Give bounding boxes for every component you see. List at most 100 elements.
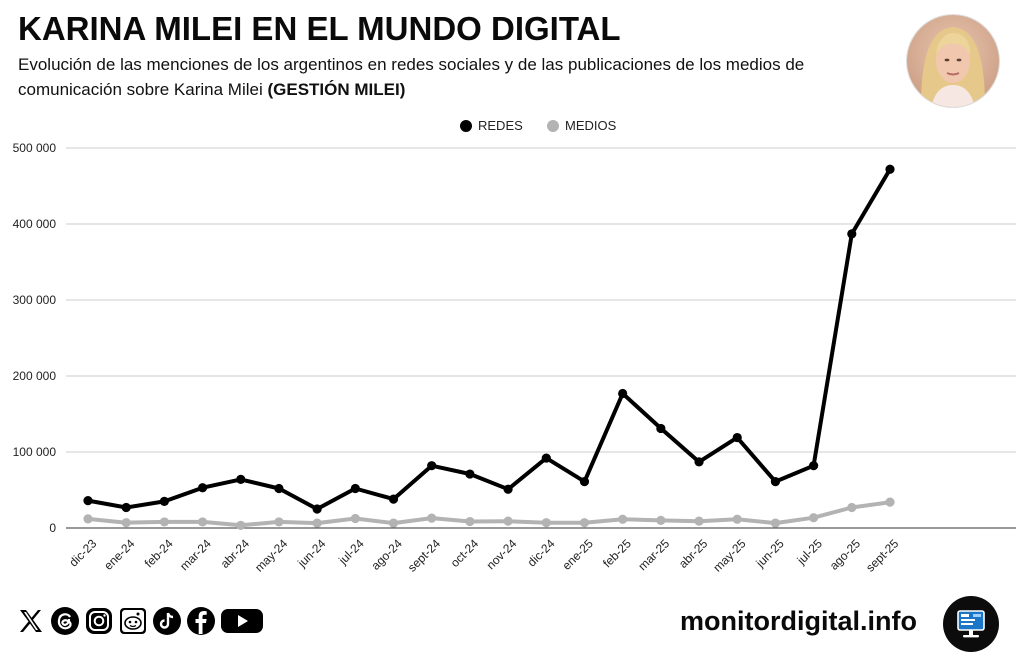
x-tick-label: ene-25: [559, 536, 596, 573]
chart-legend: REDES MEDIOS: [460, 118, 617, 133]
series-medios-point: [503, 516, 513, 526]
portrait-illustration: [907, 15, 999, 107]
series-redes-point: [159, 496, 169, 506]
series-medios-point: [83, 514, 93, 524]
series-medios-point: [427, 513, 437, 523]
subtitle-text: Evolución de las menciones de los argent…: [18, 55, 805, 99]
y-tick-label: 400 000: [13, 217, 57, 231]
legend-redes-marker: [460, 120, 472, 132]
x-tick-label: nov-24: [484, 536, 520, 572]
x-tick-label: abr-24: [218, 536, 253, 571]
facebook-icon[interactable]: [186, 606, 216, 636]
series-medios-line: [86, 500, 892, 528]
series-redes-point: [236, 474, 246, 484]
series-medios-point: [809, 513, 819, 523]
chart-subtitle: Evolución de las menciones de los argent…: [18, 52, 878, 102]
x-tick-label: ene-24: [101, 536, 138, 573]
brand-name[interactable]: monitordigital.info: [680, 606, 917, 636]
series-redes-point: [618, 388, 628, 399]
series-redes-point: [83, 496, 93, 506]
series-redes-point: [770, 477, 781, 487]
threads-icon[interactable]: [50, 606, 80, 636]
series-redes-point: [885, 164, 895, 174]
x-tick-label: ago-24: [369, 536, 406, 573]
series-redes-point: [312, 504, 322, 514]
y-tick-label: 200 000: [13, 369, 57, 383]
series-medios-point: [732, 514, 742, 524]
x-tick-label: feb-25: [600, 536, 634, 570]
y-tick-label: 100 000: [13, 445, 57, 459]
series-redes-point: [197, 483, 208, 493]
subtitle-bold: (GESTIÓN MILEI): [267, 80, 406, 99]
series-medios-point: [541, 518, 551, 528]
series-medios-point: [885, 497, 895, 507]
x-tick-label: feb-24: [142, 536, 176, 570]
series-medios-point: [159, 517, 169, 527]
x-icon[interactable]: [16, 606, 46, 636]
series-medios-point: [694, 516, 704, 526]
x-tick-label: sept-24: [405, 536, 443, 574]
series-medios-point: [236, 520, 246, 530]
series-medios-point: [121, 518, 131, 528]
y-tick-label: 500 000: [13, 141, 57, 155]
brand-logo: [943, 596, 999, 652]
series-medios-point: [312, 518, 322, 528]
youtube-icon[interactable]: [220, 606, 264, 636]
series-medios-point: [197, 517, 208, 527]
x-tick-label: jul-25: [794, 536, 826, 568]
x-tick-label: abr-25: [676, 536, 711, 571]
x-tick-label: may-24: [252, 536, 290, 574]
x-tick-label: jun-24: [294, 536, 328, 570]
grid-lines: [66, 147, 1016, 529]
series-medios-point: [350, 513, 360, 524]
series-medios-point: [656, 515, 666, 525]
x-tick-label: dic-24: [525, 536, 558, 569]
x-tick-label: jul-24: [335, 536, 367, 568]
instagram-icon[interactable]: [84, 606, 114, 636]
x-axis-ticks: dic-23 ene-24 feb-24 mar-24 abr-24 may-24 jun-…: [66, 536, 901, 574]
series-redes-line: [86, 167, 892, 511]
legend-medios-label: MEDIOS: [565, 118, 617, 133]
x-tick-label: mar-24: [177, 536, 214, 573]
x-tick-label: mar-25: [635, 536, 672, 573]
legend-medios-marker: [547, 120, 559, 132]
series-redes-point: [732, 432, 742, 443]
series-medios-point: [618, 514, 628, 524]
y-tick-label: 300 000: [13, 293, 57, 307]
series-medios-point: [579, 518, 590, 528]
x-tick-label: may-25: [710, 536, 748, 574]
series-redes-point: [809, 461, 819, 471]
series-redes-point: [465, 469, 475, 479]
reddit-icon[interactable]: [118, 606, 148, 636]
series-redes-point: [694, 457, 704, 467]
series-redes-point: [847, 229, 857, 239]
series-medios-point: [274, 517, 284, 527]
series-redes-point: [274, 483, 284, 494]
y-tick-label: 0: [49, 521, 56, 535]
x-tick-label: jun-25: [753, 536, 787, 570]
series-medios-point: [847, 502, 857, 513]
y-axis-ticks: 0 100 000 200 000 300 000 400 000 500 000: [13, 141, 57, 535]
line-chart: REDES MEDIOS 0 100 000 200 000 300 000 400 0…: [13, 118, 1016, 575]
series-redes-point: [121, 502, 131, 513]
monitor-icon: [957, 610, 985, 638]
series-layer: [83, 164, 895, 530]
x-tick-label: sept-25: [863, 536, 901, 574]
series-medios-point: [388, 518, 399, 528]
tiktok-icon[interactable]: [152, 606, 182, 636]
x-tick-label: oct-24: [448, 536, 482, 570]
series-redes-point: [579, 477, 590, 487]
series-redes-point: [503, 484, 513, 494]
series-medios-point: [770, 518, 781, 528]
chart-title: KARINA MILEI EN EL MUNDO DIGITAL: [18, 10, 621, 47]
portrait-image: [906, 14, 1000, 108]
series-redes-point: [350, 483, 360, 494]
series-medios-point: [465, 516, 475, 527]
series-redes-point: [427, 461, 437, 471]
series-redes-point: [541, 453, 551, 463]
social-icons-row: [16, 606, 264, 636]
legend-redes-label: REDES: [478, 118, 523, 133]
x-tick-label: ago-25: [827, 536, 864, 573]
x-tick-label: dic-23: [66, 536, 99, 569]
series-redes-point: [388, 494, 399, 504]
